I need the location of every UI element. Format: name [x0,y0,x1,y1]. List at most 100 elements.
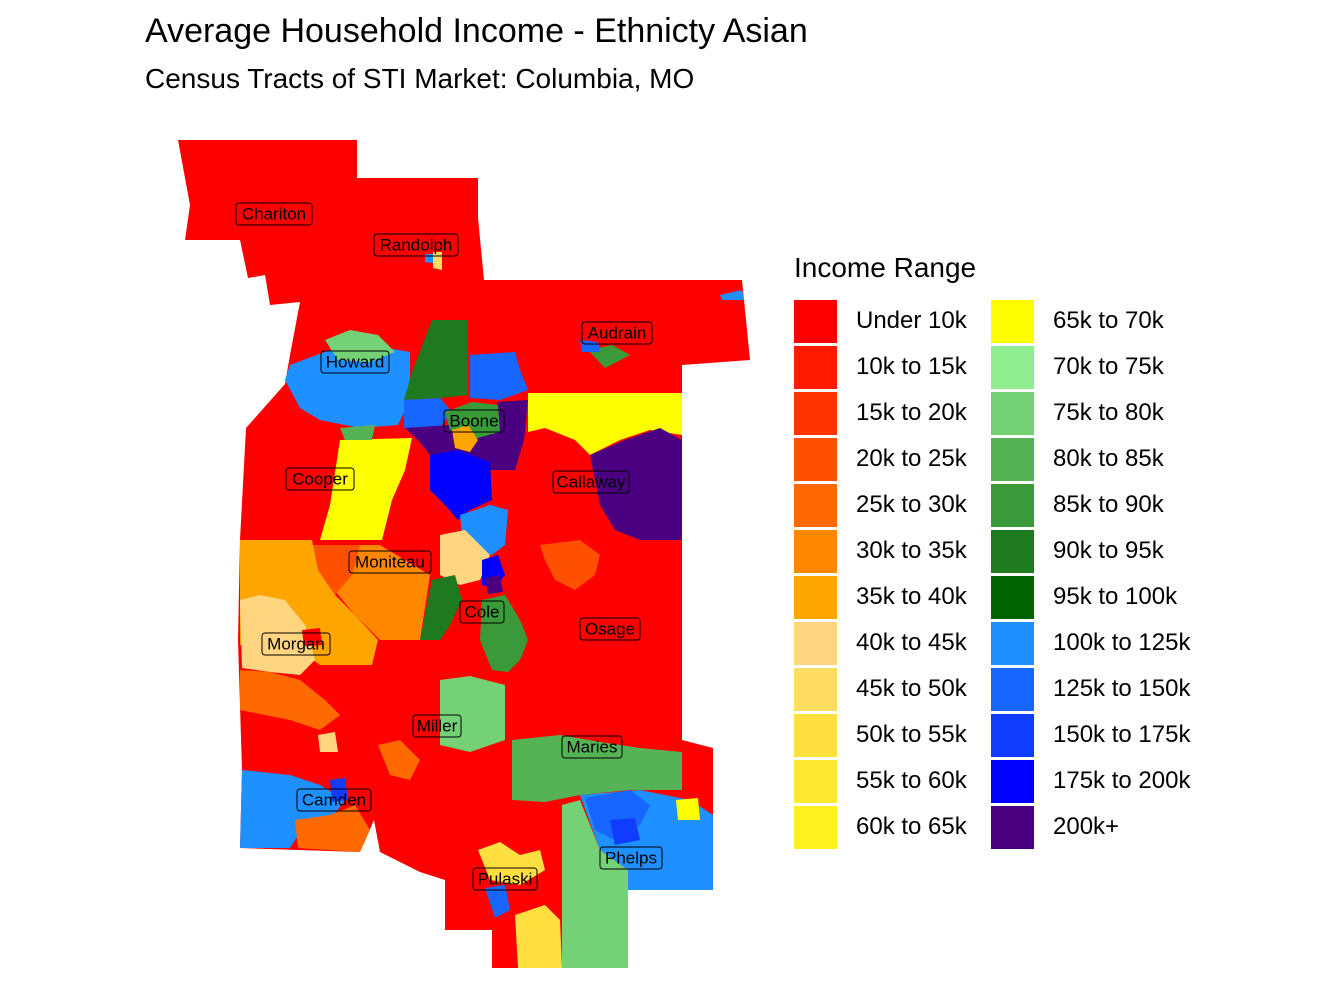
svg-text:Maries: Maries [566,738,617,757]
legend-label: 75k to 80k [1053,399,1164,426]
svg-text:Miller: Miller [417,717,458,736]
tract-moniteau-darkorange [312,545,360,595]
county-label-cole: Cole [459,600,505,624]
legend-item: 100k to 125k [991,620,1191,666]
legend-column-right: 65k to 70k 70k to 75k 75k to 80k 80k to 85k… [991,298,1191,850]
county-label-howard: Howard [320,350,390,374]
legend-label: 15k to 20k [856,399,967,426]
legend-item: 50k to 55k [794,712,991,758]
county-label-maries: Maries [561,735,623,759]
county-label-camden: Camden [296,788,372,812]
tract-audrain-callaway-yellow [528,393,682,455]
legend-label: 65k to 70k [1053,307,1164,334]
legend-label: 30k to 35k [856,537,967,564]
legend-label: 95k to 100k [1053,583,1178,610]
legend-label: 35k to 40k [856,583,967,610]
legend-item: 60k to 65k [794,804,991,850]
county-label-cooper: Cooper [285,467,355,491]
tract-boone-east-purple [497,400,528,470]
legend-item: 70k to 75k [991,344,1188,390]
legend-swatch [794,713,837,757]
legend-label: 125k to 150k [1053,675,1191,702]
tract-morgan-orange-south [240,670,340,730]
tract-pulaski-yellow-south [515,905,562,968]
map-subtitle: Census Tracts of STI Market: Columbia, M… [145,63,695,94]
legend-item: 95k to 100k [991,574,1188,620]
legend-label: 80k to 85k [1053,445,1164,472]
county-label-osage: Osage [579,617,641,641]
legend-item: 80k to 85k [991,436,1188,482]
tract-boone-west [404,398,452,428]
svg-text:Audrain: Audrain [588,324,647,343]
svg-text:Pulaski: Pulaski [478,870,533,889]
legend-column-left: Under 10k 10k to 15k 15k to 20k 20k to 25k 2… [794,298,991,850]
svg-text:Cooper: Cooper [292,470,348,489]
legend-item: 20k to 25k [794,436,991,482]
legend-swatch [991,299,1034,343]
legend-item: 200k+ [991,804,1188,850]
legend-label: 45k to 50k [856,675,967,702]
legend-label: 20k to 25k [856,445,967,472]
legend-label: Under 10k [856,307,967,334]
legend-label: 100k to 125k [1053,629,1191,656]
legend-label: 40k to 45k [856,629,967,656]
legend-swatch [794,667,837,711]
county-label-phelps: Phelps [599,846,663,870]
legend-swatch [794,483,837,527]
legend-swatch [794,805,837,849]
legend-item: 90k to 95k [991,528,1188,574]
tract-maries-green [512,735,682,802]
legend-item: 75k to 80k [991,390,1188,436]
tract-cole-green [420,575,462,640]
legend-swatch [794,299,837,343]
legend-swatch [991,483,1034,527]
legend-swatch [794,621,837,665]
svg-text:Boone: Boone [449,412,498,431]
svg-text:Howard: Howard [326,353,385,372]
county-label-randolph: Randolph [373,233,459,257]
legend-swatch [991,667,1034,711]
tract-camden-orange [295,805,370,852]
legend-item: 45k to 50k [794,666,991,712]
legend-label: 10k to 15k [856,353,967,380]
legend-swatch [794,345,837,389]
legend-label: 85k to 90k [1053,491,1164,518]
legend-label: 175k to 200k [1053,767,1191,794]
tract-boone-northwest [404,320,468,400]
legend-item: 15k to 20k [794,390,991,436]
tract-cole-purple [485,575,503,594]
legend-label: 200k+ [1053,813,1120,840]
legend-swatch [794,759,837,803]
tract-cole-green-south [480,595,528,672]
tract-osage-orange [540,540,600,590]
legend-swatch [794,529,837,573]
tract-phelps-yellow [676,798,700,820]
county-label-audrain: Audrain [581,321,653,345]
svg-text:Callaway: Callaway [557,473,626,492]
legend-label: 60k to 65k [856,813,967,840]
legend-swatch [991,391,1034,435]
legend-item: 35k to 40k [794,574,991,620]
tract-camden-darkblue [330,778,348,802]
tract-phelps-deepblue [610,818,640,845]
county-label-boone: Boone [443,409,505,433]
legend: Income Range Under 10k 10k to 15k 15k to 2… [794,252,1191,850]
legend-label: 90k to 95k [1053,537,1164,564]
legend-item: 10k to 15k [794,344,991,390]
legend-swatch [991,621,1034,665]
tract-miller-orange [378,740,420,780]
tract-cooper-yellow [320,438,412,540]
tract-boone-north-red [468,320,507,355]
tract-camden-light [318,732,338,752]
svg-text:Cole: Cole [465,603,500,622]
legend-item: 55k to 60k [794,758,991,804]
tract-northeast-blue [720,290,744,300]
legend-label: 25k to 30k [856,491,967,518]
svg-text:Morgan: Morgan [267,635,325,654]
legend-item: 175k to 200k [991,758,1191,804]
legend-swatch [794,437,837,481]
legend-item: 40k to 45k [794,620,991,666]
map-title: Average Household Income - Ethnicty Asia… [145,12,808,50]
county-label-miller: Miller [412,714,462,738]
